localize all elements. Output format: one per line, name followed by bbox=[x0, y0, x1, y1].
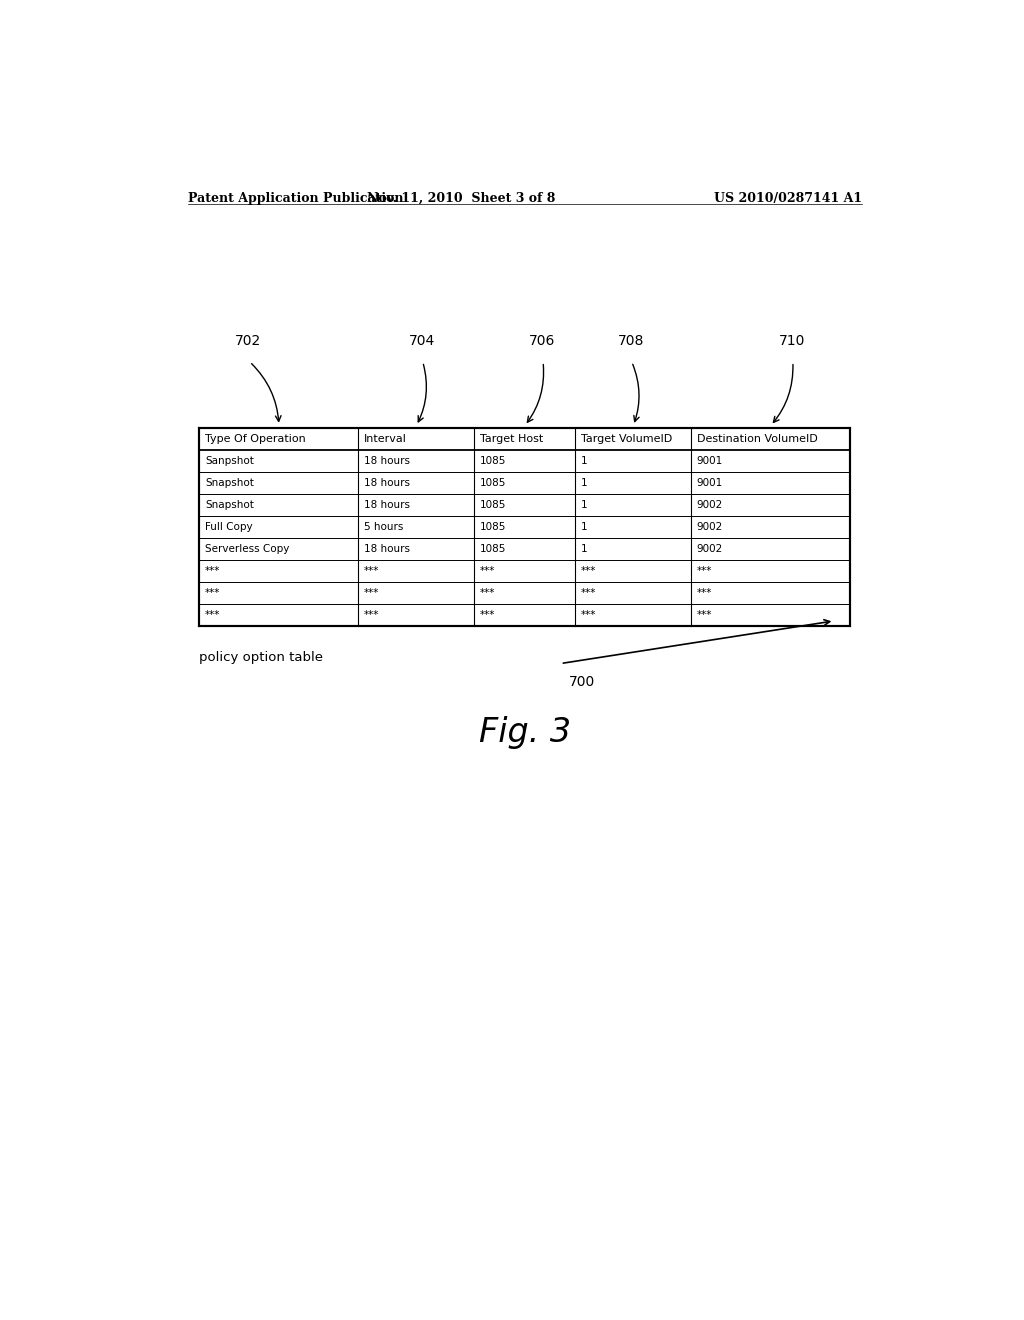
Text: 1085: 1085 bbox=[479, 521, 506, 532]
Text: 9002: 9002 bbox=[696, 500, 723, 510]
Text: 18 hours: 18 hours bbox=[365, 455, 410, 466]
Text: 1085: 1085 bbox=[479, 500, 506, 510]
Text: US 2010/0287141 A1: US 2010/0287141 A1 bbox=[714, 191, 862, 205]
Text: 9002: 9002 bbox=[696, 544, 723, 554]
Text: Type Of Operation: Type Of Operation bbox=[205, 434, 306, 444]
Text: Patent Application Publication: Patent Application Publication bbox=[187, 191, 403, 205]
Bar bbox=[200, 428, 850, 626]
Text: 5 hours: 5 hours bbox=[365, 521, 403, 532]
Text: Serverless Copy: Serverless Copy bbox=[205, 544, 290, 554]
Text: 710: 710 bbox=[778, 334, 805, 348]
Text: 18 hours: 18 hours bbox=[365, 544, 410, 554]
Text: ***: *** bbox=[696, 566, 712, 576]
Text: ***: *** bbox=[365, 566, 380, 576]
Text: ***: *** bbox=[581, 610, 596, 620]
Text: ***: *** bbox=[365, 610, 380, 620]
Text: 702: 702 bbox=[236, 334, 261, 348]
Text: Full Copy: Full Copy bbox=[205, 521, 253, 532]
Text: 1: 1 bbox=[581, 521, 588, 532]
Text: Snapshot: Snapshot bbox=[205, 478, 254, 488]
Text: 704: 704 bbox=[409, 334, 434, 348]
Text: Sanpshot: Sanpshot bbox=[205, 455, 254, 466]
Text: ***: *** bbox=[365, 587, 380, 598]
Text: ***: *** bbox=[205, 566, 220, 576]
Text: 9002: 9002 bbox=[696, 521, 723, 532]
Text: 1: 1 bbox=[581, 500, 588, 510]
Text: ***: *** bbox=[205, 610, 220, 620]
Text: ***: *** bbox=[205, 587, 220, 598]
Text: policy option table: policy option table bbox=[200, 651, 324, 664]
Text: Target VolumeID: Target VolumeID bbox=[581, 434, 672, 444]
Text: 1085: 1085 bbox=[479, 478, 506, 488]
Text: ***: *** bbox=[696, 587, 712, 598]
Text: ***: *** bbox=[479, 566, 496, 576]
Text: 1: 1 bbox=[581, 544, 588, 554]
Text: 18 hours: 18 hours bbox=[365, 500, 410, 510]
Text: 700: 700 bbox=[568, 675, 595, 689]
Text: ***: *** bbox=[479, 610, 496, 620]
Text: ***: *** bbox=[581, 566, 596, 576]
Text: ***: *** bbox=[479, 587, 496, 598]
Text: 1: 1 bbox=[581, 455, 588, 466]
Text: 18 hours: 18 hours bbox=[365, 478, 410, 488]
Text: 706: 706 bbox=[528, 334, 555, 348]
Text: 9001: 9001 bbox=[696, 478, 723, 488]
Text: Destination VolumeID: Destination VolumeID bbox=[696, 434, 817, 444]
Text: 708: 708 bbox=[617, 334, 644, 348]
Text: 1085: 1085 bbox=[479, 544, 506, 554]
Text: ***: *** bbox=[696, 610, 712, 620]
Text: ***: *** bbox=[581, 587, 596, 598]
Text: 1085: 1085 bbox=[479, 455, 506, 466]
Text: 9001: 9001 bbox=[696, 455, 723, 466]
Text: Nov. 11, 2010  Sheet 3 of 8: Nov. 11, 2010 Sheet 3 of 8 bbox=[368, 191, 555, 205]
Text: Snapshot: Snapshot bbox=[205, 500, 254, 510]
Text: Target Host: Target Host bbox=[479, 434, 543, 444]
Text: 1: 1 bbox=[581, 478, 588, 488]
Text: Interval: Interval bbox=[365, 434, 407, 444]
Text: Fig. 3: Fig. 3 bbox=[479, 717, 570, 750]
